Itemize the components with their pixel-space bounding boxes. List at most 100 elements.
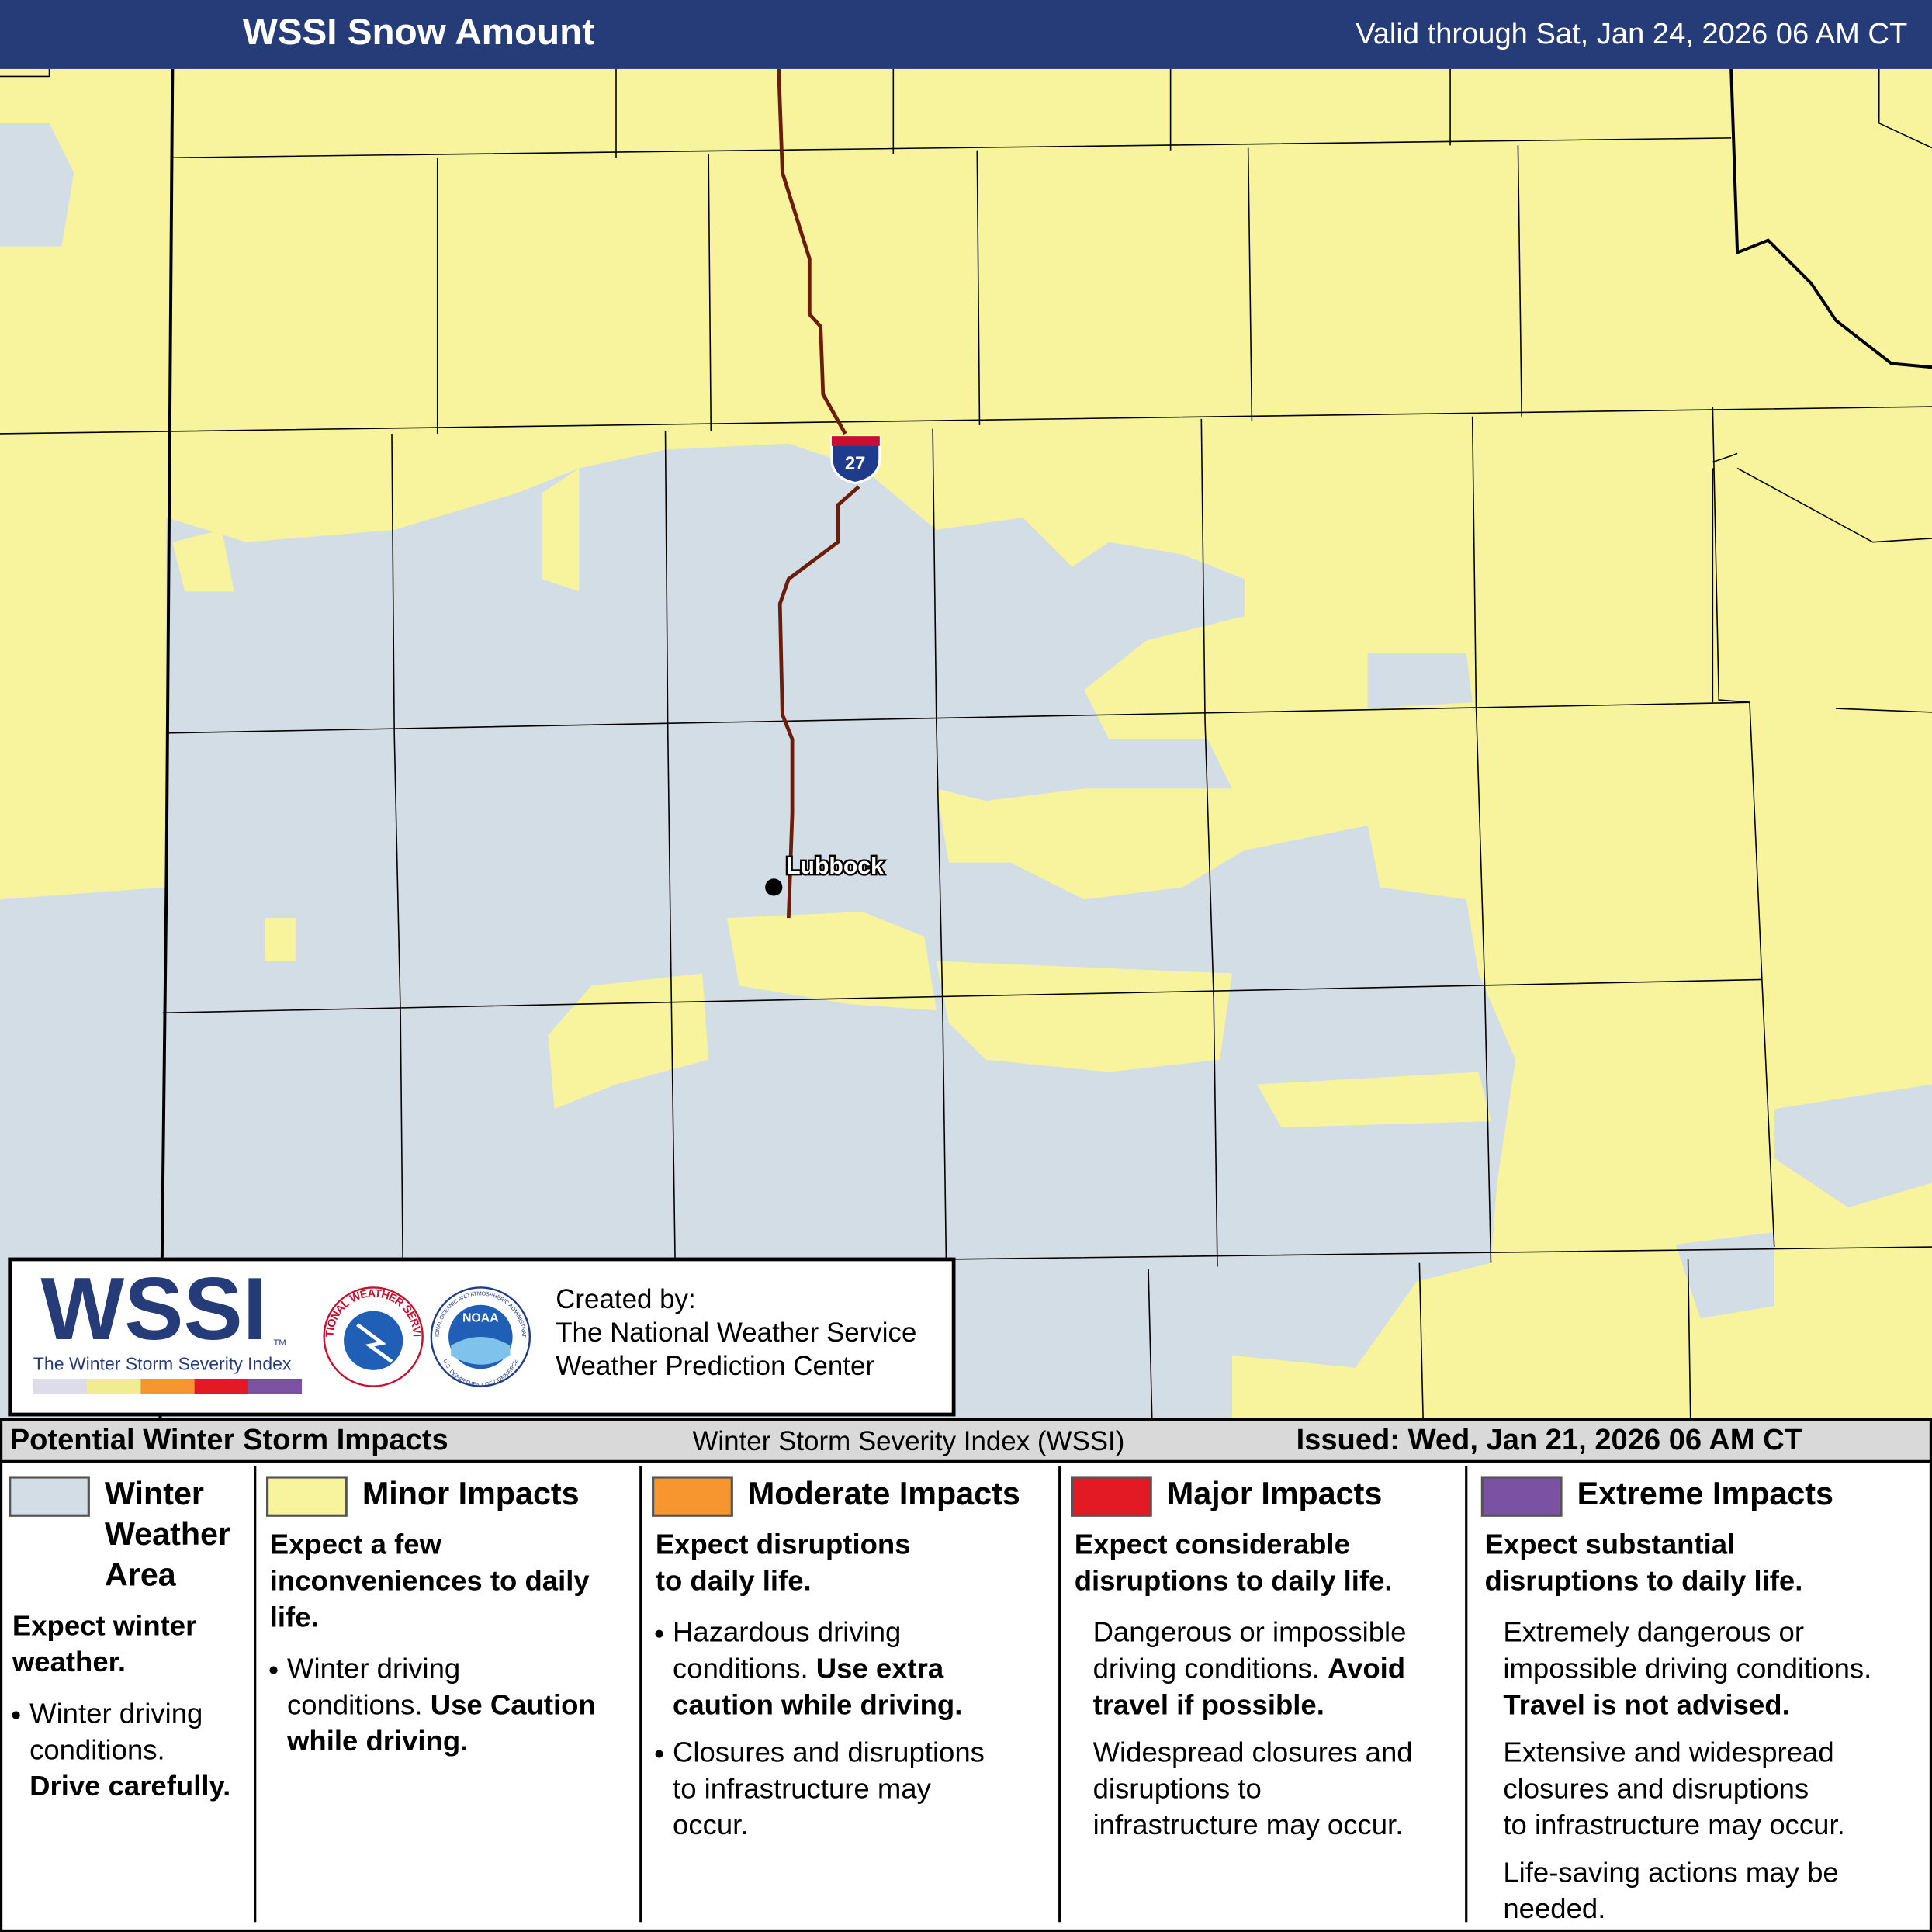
impact-name: Moderate Impacts: [748, 1476, 1020, 1511]
nws-center: [344, 1311, 403, 1370]
detail-segment: Winter driving: [287, 1652, 460, 1684]
nws-bolt: [356, 1323, 393, 1363]
header-title: WSSI Snow Amount: [243, 12, 594, 53]
detail-segment: conditions.: [29, 1733, 165, 1765]
impact-detail: Travel is not advised.: [1503, 1688, 1789, 1720]
impact-detail: while driving.: [286, 1725, 468, 1757]
impact-detail: infrastructure may occur.: [1093, 1809, 1404, 1840]
impact-detail: travel if possible.: [1093, 1688, 1324, 1720]
impact-detail: conditions. Use extra: [673, 1652, 944, 1684]
detail-segment: driving conditions.: [1093, 1652, 1328, 1684]
impact-detail: needed.: [1503, 1892, 1605, 1924]
impact-detail: Hazardous driving: [673, 1615, 901, 1647]
detail-segment: Avoid: [1328, 1652, 1405, 1684]
city-dot: [765, 878, 783, 896]
detail-segment: infrastructure may occur.: [1093, 1809, 1404, 1840]
impact-name: Weather: [105, 1516, 230, 1552]
highway-label: 27: [845, 453, 866, 474]
detail-segment: Widespread closures and: [1093, 1736, 1413, 1768]
legend-header: [0, 1418, 1932, 1463]
detail-segment: while driving.: [286, 1725, 468, 1757]
legend-title: Potential Winter Storm Impacts: [10, 1424, 448, 1456]
detail-segment: occur.: [673, 1809, 748, 1840]
legend-subtitle: Winter Storm Severity Index (WSSI): [692, 1426, 1124, 1456]
bullet: [655, 1629, 663, 1638]
impact-name: Major Impacts: [1167, 1476, 1382, 1511]
impact-detail: conditions. Use Caution: [287, 1688, 596, 1720]
detail-segment: Use extra: [816, 1652, 944, 1684]
trademark: TM: [274, 1338, 286, 1348]
color-bar: [33, 1378, 303, 1394]
color-bar-segment: [248, 1378, 303, 1394]
impact-detail: Extremely dangerous or: [1503, 1615, 1804, 1647]
header-valid: Valid through Sat, Jan 24, 2026 06 AM CT: [1356, 18, 1907, 50]
impact-summary: Expect winter: [12, 1609, 196, 1641]
impact-name: Area: [105, 1557, 177, 1593]
impact-summary: Expect considerable: [1075, 1529, 1350, 1560]
interstate: [777, 68, 860, 919]
impact-detail: driving conditions. Avoid: [1093, 1652, 1406, 1684]
impact-detail: occur.: [673, 1809, 748, 1840]
detail-segment: conditions.: [287, 1688, 431, 1720]
impact-swatch: [266, 1476, 348, 1517]
impact-name: Extreme Impacts: [1577, 1476, 1833, 1511]
impact-summary: disruptions to daily life.: [1075, 1564, 1393, 1596]
impact-detail: Life-saving actions may be: [1503, 1856, 1838, 1888]
noaa-wave: [451, 1336, 511, 1365]
color-bar-segment: [194, 1378, 248, 1394]
detail-segment: Winter driving: [29, 1697, 203, 1729]
impact-detail: to infrastructure may occur.: [1503, 1809, 1844, 1840]
county-lines: [0, 68, 1932, 1420]
impact-detail: Extensive and widespread: [1503, 1736, 1833, 1768]
bullet: [655, 1750, 663, 1758]
impact-summary: inconveniences to daily: [270, 1564, 590, 1596]
detail-segment: Drive carefully.: [29, 1770, 230, 1802]
impact-detail: conditions.: [29, 1733, 165, 1765]
map: 27 Lubbock: [0, 68, 1932, 1420]
detail-segment: caution while driving.: [673, 1688, 962, 1720]
bullet: [269, 1666, 278, 1674]
impact-detail: Drive carefully.: [29, 1770, 230, 1802]
legend: Potential Winter Storm Impacts Winter St…: [0, 1418, 1932, 1932]
detail-segment: Extremely dangerous or: [1503, 1615, 1804, 1647]
state-line: [158, 68, 1932, 1420]
detail-segment: to infrastructure may occur.: [1503, 1809, 1844, 1840]
county-line: [0, 137, 1932, 1270]
city-label: Lubbock: [786, 853, 884, 879]
header-bar: [0, 0, 1932, 69]
detail-segment: conditions.: [673, 1652, 816, 1684]
impact-detail: impossible driving conditions.: [1503, 1652, 1871, 1684]
credit-line: The National Weather Service: [556, 1317, 916, 1348]
noaa-label: NOAA: [462, 1311, 499, 1324]
impact-swatch: [652, 1476, 733, 1517]
impact-detail: caution while driving.: [673, 1688, 962, 1720]
impact-summary: Expect substantial: [1485, 1529, 1736, 1560]
detail-segment: Life-saving actions may be: [1503, 1856, 1838, 1888]
bullet: [12, 1711, 20, 1719]
detail-segment: travel if possible.: [1093, 1688, 1324, 1720]
impact-swatch: [1480, 1476, 1563, 1517]
impact-summary: life.: [270, 1601, 319, 1633]
impact-detail: Winter driving: [29, 1697, 203, 1729]
impact-summary: Expect disruptions: [656, 1529, 911, 1560]
shield-top: [831, 436, 880, 446]
legend-issued: Issued: Wed, Jan 21, 2026 06 AM CT: [1297, 1424, 1802, 1456]
credit-line: Weather Prediction Center: [556, 1351, 874, 1381]
detail-segment: Closures and disruptions: [673, 1736, 985, 1768]
detail-segment: closures and disruptions: [1503, 1772, 1809, 1804]
impact-name: Minor Impacts: [362, 1476, 580, 1511]
wssi-logo: WSSI: [40, 1260, 267, 1359]
county-line: [391, 407, 1775, 1420]
impact-summary: weather.: [12, 1646, 126, 1678]
detail-segment: Hazardous driving: [673, 1615, 901, 1647]
logo-subtitle: The Winter Storm Severity Index: [33, 1354, 292, 1374]
shield: [830, 435, 881, 485]
impact-detail: Widespread closures and: [1093, 1736, 1413, 1768]
minor-patches: [172, 468, 1491, 1128]
color-bar-segment: [33, 1378, 88, 1394]
impact-summary: disruptions to daily life.: [1485, 1564, 1803, 1596]
impact-swatch: [1070, 1476, 1152, 1517]
county-line: [1736, 68, 1932, 713]
